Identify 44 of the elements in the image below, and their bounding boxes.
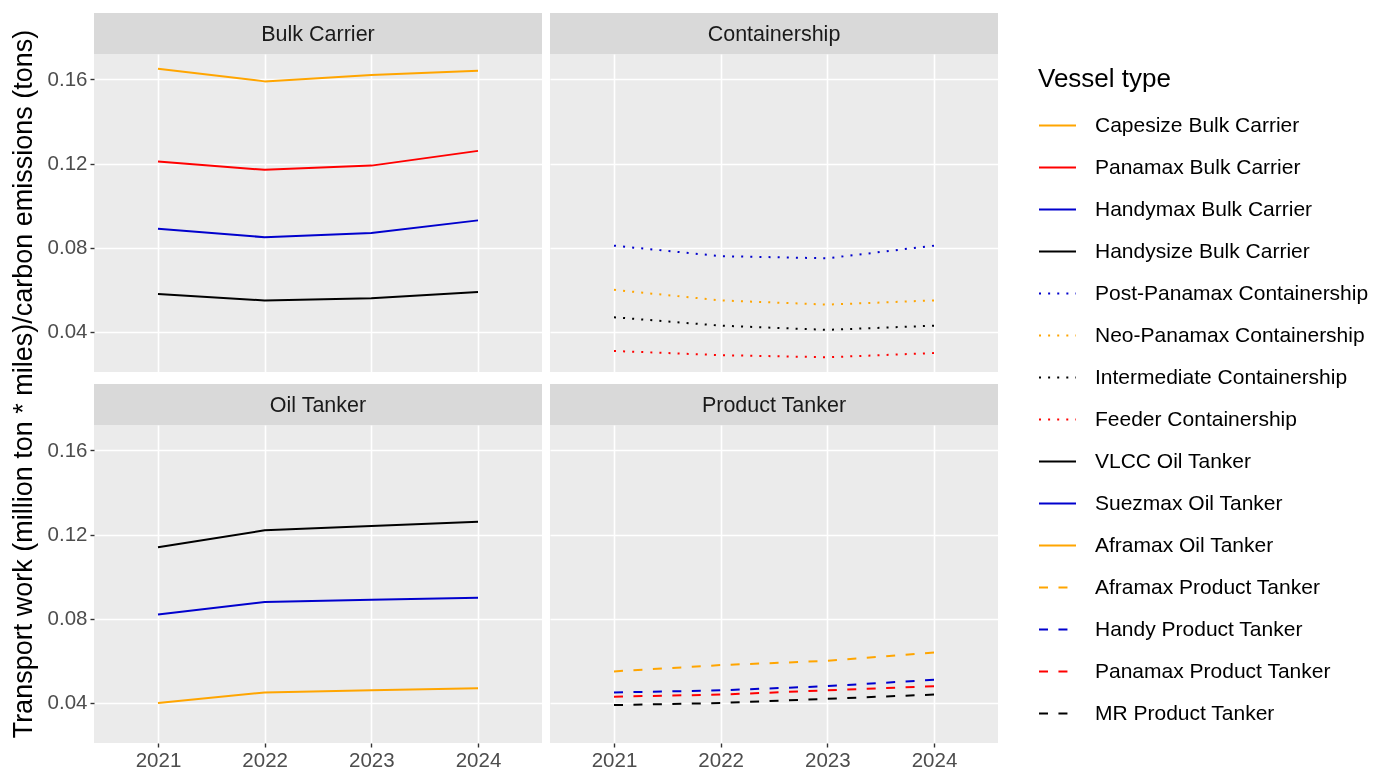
chart-title: Bulk Carrier (261, 21, 375, 46)
legend-label: Aframax Oil Tanker (1095, 532, 1274, 556)
line-series (157, 290, 479, 302)
line-series (157, 219, 479, 239)
text: Handy Product Tanker (1095, 616, 1303, 640)
y-axis-title: Transport work (million ton * miles)/carbon emissions (tons) (8, 29, 38, 739)
y-tick-label: 0.04 (47, 319, 88, 343)
x-tick-label: 2024 (911, 747, 958, 771)
x-tick-label: 2022 (698, 747, 744, 771)
legend-label: Capesize Bulk Carrier (1095, 112, 1300, 136)
text: Aframax Product Tanker (1095, 574, 1320, 598)
y-tick-label: 0.08 (47, 606, 88, 630)
y-tick-label: 0.16 (47, 437, 88, 461)
y-tick-label: 0.12 (47, 522, 88, 546)
y-tick-label: 0.08 (47, 235, 88, 259)
line-series (157, 520, 479, 549)
y-tick-label: 0.16 (47, 66, 88, 90)
line-series (157, 596, 479, 616)
legend-label: Handysize Bulk Carrier (1095, 238, 1310, 262)
x-tick-label: 2023 (349, 747, 395, 771)
y-tick-label: 0.04 (47, 690, 88, 714)
line-series (157, 687, 479, 704)
legend-label: Intermediate Containership (1095, 364, 1348, 388)
legend-label: Panamax Bulk Carrier (1095, 154, 1301, 178)
text: Neo-Panamax Containership (1095, 322, 1365, 346)
x-tick-label: 2021 (135, 747, 182, 771)
x-tick-label: 2022 (242, 747, 288, 771)
y-tick-label: 0.12 (47, 151, 88, 175)
text: Suezmax Oil Tanker (1095, 490, 1283, 514)
legend-label: Panamax Product Tanker (1095, 658, 1331, 682)
chart-title: Product Tanker (701, 392, 847, 417)
legend-label: Handymax Bulk Carrier (1095, 196, 1313, 220)
x-tick-label: 2024 (455, 747, 502, 771)
chart-title: Oil Tanker (269, 392, 367, 417)
legend-title: Vessel type (1038, 63, 1171, 93)
legend-label: Feeder Containership (1095, 406, 1297, 430)
legend-label: MR Product Tanker (1095, 700, 1275, 724)
x-tick-label: 2021 (591, 747, 638, 771)
text: Post-Panamax Containership (1095, 280, 1369, 304)
chart-title: Containership (707, 21, 841, 46)
text: VLCC Oil Tanker (1095, 448, 1252, 472)
line-series (157, 67, 479, 83)
x-tick-label: 2023 (805, 747, 851, 771)
line-series (157, 149, 479, 171)
